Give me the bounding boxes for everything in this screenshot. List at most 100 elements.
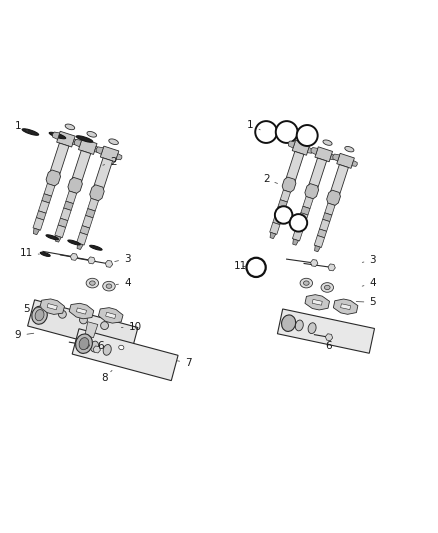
Polygon shape (90, 185, 104, 201)
Polygon shape (77, 232, 88, 245)
Text: 11: 11 (19, 248, 39, 259)
Polygon shape (78, 139, 97, 155)
Polygon shape (88, 198, 99, 211)
Polygon shape (293, 239, 299, 245)
Polygon shape (58, 218, 68, 228)
Ellipse shape (80, 316, 88, 324)
Text: 3: 3 (115, 254, 131, 264)
Text: 3: 3 (362, 255, 376, 265)
Polygon shape (76, 308, 87, 314)
Ellipse shape (300, 278, 313, 288)
Polygon shape (278, 200, 287, 208)
Text: 9: 9 (15, 330, 34, 341)
Polygon shape (64, 201, 74, 211)
Ellipse shape (86, 278, 99, 288)
Polygon shape (300, 133, 309, 139)
Polygon shape (33, 217, 44, 230)
Polygon shape (55, 225, 66, 238)
Polygon shape (315, 147, 332, 162)
Polygon shape (323, 213, 332, 222)
Polygon shape (85, 322, 98, 338)
Polygon shape (327, 190, 340, 205)
Ellipse shape (276, 121, 297, 143)
Ellipse shape (89, 281, 95, 285)
Polygon shape (77, 243, 83, 249)
Polygon shape (109, 139, 118, 144)
Polygon shape (307, 148, 313, 154)
Polygon shape (72, 329, 178, 381)
Text: 8: 8 (101, 370, 112, 383)
Polygon shape (275, 206, 285, 218)
Polygon shape (94, 146, 100, 152)
Polygon shape (100, 146, 119, 162)
Text: 6: 6 (97, 341, 103, 351)
Ellipse shape (119, 345, 124, 350)
Text: 11: 11 (233, 261, 247, 271)
Ellipse shape (103, 344, 111, 356)
Text: 1: 1 (15, 121, 28, 131)
Polygon shape (333, 154, 339, 161)
Polygon shape (273, 216, 282, 225)
Ellipse shape (255, 121, 277, 143)
Ellipse shape (304, 281, 309, 285)
Ellipse shape (106, 284, 112, 288)
Ellipse shape (308, 323, 316, 334)
Polygon shape (330, 154, 336, 160)
Polygon shape (88, 257, 95, 264)
Text: 4: 4 (362, 278, 376, 288)
Ellipse shape (90, 245, 102, 250)
Ellipse shape (282, 315, 296, 332)
Text: 5: 5 (24, 304, 42, 314)
Polygon shape (282, 177, 296, 192)
Polygon shape (270, 222, 280, 235)
Polygon shape (53, 132, 60, 140)
Polygon shape (323, 140, 332, 146)
Polygon shape (330, 165, 348, 196)
Polygon shape (66, 191, 77, 204)
Polygon shape (296, 222, 305, 231)
Ellipse shape (103, 281, 115, 291)
Polygon shape (49, 143, 69, 176)
Polygon shape (337, 154, 354, 168)
Polygon shape (328, 264, 336, 271)
Ellipse shape (76, 334, 92, 353)
Text: 5: 5 (356, 297, 376, 308)
Ellipse shape (101, 321, 109, 329)
Polygon shape (60, 208, 71, 221)
Ellipse shape (247, 258, 266, 277)
Ellipse shape (49, 132, 66, 139)
Polygon shape (105, 261, 113, 268)
Polygon shape (301, 206, 310, 215)
Polygon shape (280, 190, 290, 202)
Ellipse shape (321, 282, 333, 292)
Ellipse shape (68, 240, 80, 245)
Ellipse shape (79, 337, 89, 350)
Polygon shape (42, 194, 52, 203)
Polygon shape (80, 225, 90, 235)
Polygon shape (288, 141, 295, 148)
Polygon shape (44, 183, 55, 196)
Polygon shape (292, 140, 310, 155)
Ellipse shape (325, 285, 330, 289)
Ellipse shape (295, 320, 303, 331)
Polygon shape (46, 170, 60, 186)
Polygon shape (69, 303, 94, 319)
Polygon shape (293, 229, 303, 241)
Polygon shape (352, 160, 357, 166)
Polygon shape (311, 148, 318, 155)
Polygon shape (87, 132, 96, 137)
Polygon shape (73, 139, 78, 145)
Polygon shape (55, 236, 61, 242)
Polygon shape (303, 197, 313, 208)
Polygon shape (36, 211, 46, 220)
Polygon shape (298, 213, 308, 225)
Polygon shape (314, 236, 325, 247)
Ellipse shape (58, 310, 66, 318)
Text: 6: 6 (326, 341, 332, 351)
Polygon shape (345, 147, 354, 152)
Polygon shape (93, 346, 100, 353)
Text: 1: 1 (247, 119, 260, 130)
Polygon shape (71, 253, 78, 261)
Polygon shape (99, 308, 123, 323)
Ellipse shape (22, 129, 39, 135)
